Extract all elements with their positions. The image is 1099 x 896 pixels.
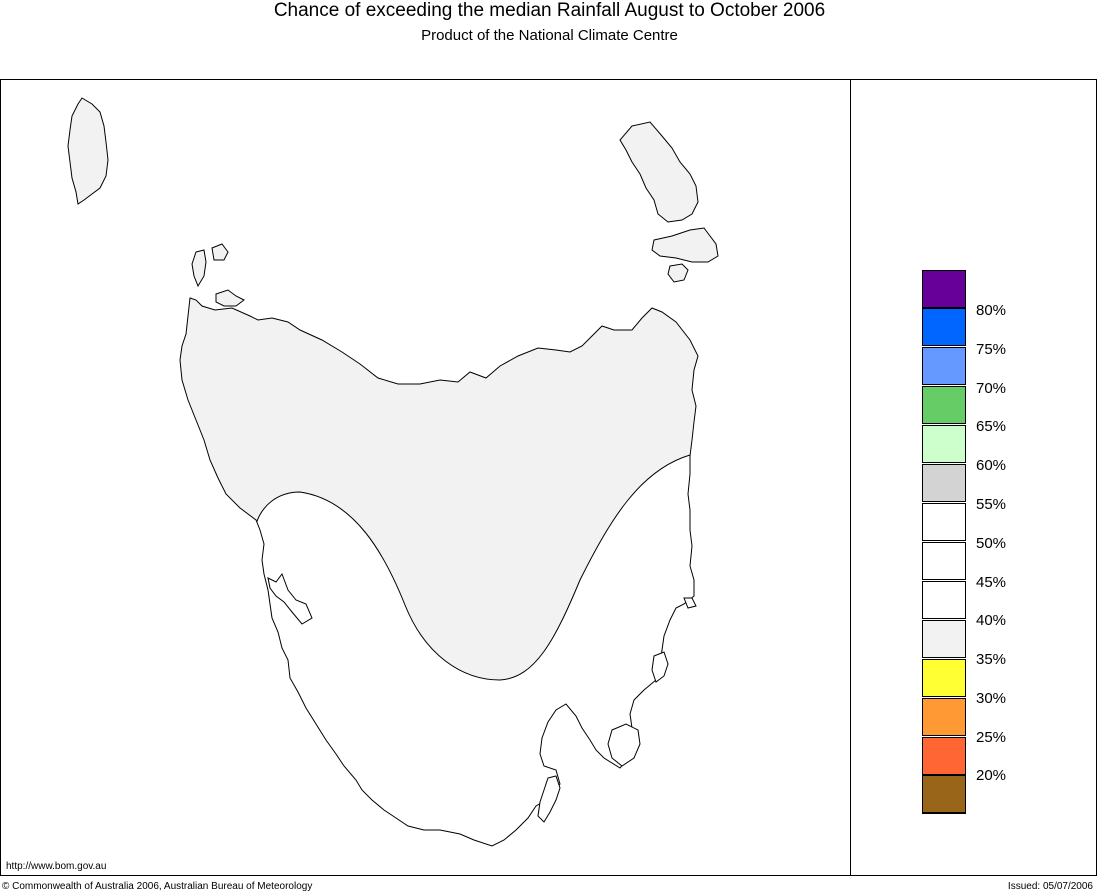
legend-label: 75% <box>976 341 1007 358</box>
legend-swatch-65-70 <box>922 386 966 424</box>
legend-label: 30% <box>976 690 1007 707</box>
map-subtitle: Product of the National Climate Centre <box>421 27 678 44</box>
clarke-island <box>667 263 689 283</box>
contour-line-45 <box>255 454 691 681</box>
legend-swatch-20-25 <box>922 737 966 775</box>
hunter-island <box>191 249 207 288</box>
map-frame <box>0 79 1097 876</box>
macquarie-harbour <box>267 572 313 625</box>
legend-swatch-45-50 <box>922 542 966 580</box>
website-url: http://www.bom.gov.au <box>6 861 107 872</box>
legend-swatch-60-65 <box>922 425 966 463</box>
legend-label: 65% <box>976 418 1007 435</box>
legend-swatch-70-75 <box>922 347 966 385</box>
legend-label: 70% <box>976 380 1007 397</box>
legend-label: 60% <box>976 457 1007 474</box>
legend-swatch-40-45 <box>922 581 966 619</box>
robbins-island <box>215 289 245 307</box>
legend-label: 55% <box>976 496 1007 513</box>
cape-barren-island <box>651 227 719 263</box>
legend-label: 40% <box>976 612 1007 629</box>
flinders-island <box>619 121 699 223</box>
legend-swatch-80-plus <box>922 270 966 308</box>
legend-label: 45% <box>976 574 1007 591</box>
legend-swatch-50-55 <box>922 503 966 541</box>
king-island <box>67 97 109 205</box>
tasman-peninsula <box>607 723 641 767</box>
legend-label: 25% <box>976 729 1007 746</box>
legend-label: 35% <box>976 651 1007 668</box>
legend-label: 20% <box>976 767 1007 784</box>
legend-swatch-below-20 <box>922 775 966 813</box>
legend-swatch-30-35 <box>922 659 966 697</box>
legend-swatch-55-60 <box>922 464 966 502</box>
legend-swatch-25-30 <box>922 698 966 736</box>
map-title: Chance of exceeding the median Rainfall … <box>273 0 826 21</box>
legend-swatch-75-80 <box>922 308 966 346</box>
legend-label: 80% <box>976 302 1007 319</box>
issued-date: Issued: 05/07/2006 <box>1007 881 1093 892</box>
schouten-island <box>683 597 697 609</box>
legend-divider <box>850 79 851 876</box>
tasmania-40-45-region <box>180 298 698 680</box>
maria-island <box>651 651 669 683</box>
legend-swatch-35-40 <box>922 620 966 658</box>
three-hummock-island <box>211 243 229 261</box>
legend-label: 50% <box>976 535 1007 552</box>
copyright-notice: © Commonwealth of Australia 2006, Austra… <box>2 881 313 892</box>
bruny-island <box>537 775 561 823</box>
